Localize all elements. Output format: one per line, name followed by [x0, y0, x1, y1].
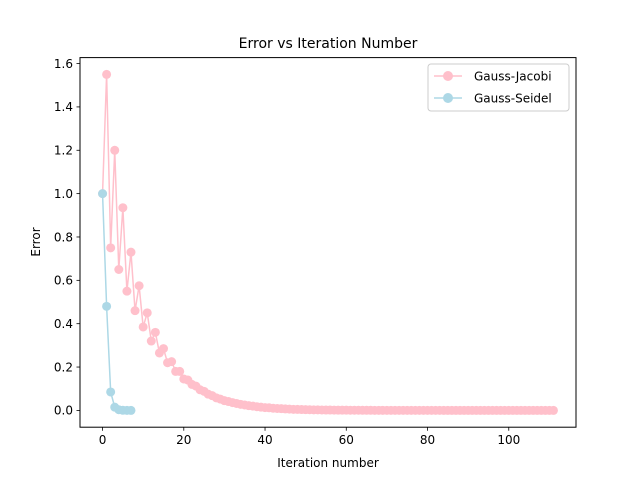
legend-box: [427, 63, 570, 112]
chart-title: Error vs Iteration Number: [239, 36, 418, 52]
x-tick-label: 0: [99, 433, 107, 447]
legend-marker-gauss-seidel: [443, 93, 453, 103]
data-point-gauss-jacobi: [102, 69, 112, 79]
data-point-gauss-jacobi: [150, 327, 160, 337]
data-point-gauss-jacobi: [122, 286, 132, 296]
data-point-gauss-seidel: [106, 387, 116, 397]
data-point-gauss-seidel: [102, 301, 112, 311]
legend-label-gauss-jacobi: Gauss-Jacobi: [474, 70, 552, 84]
y-tick-label: 0.4: [54, 317, 73, 331]
y-axis: 0.0 0.2 0.4 0.6 0.8 1.0 1.2 1.4 1.6: [54, 57, 80, 418]
plot-area: [98, 69, 558, 415]
y-axis-label: Error: [29, 227, 43, 256]
y-tick-label: 1.4: [54, 100, 73, 114]
legend-label-gauss-seidel: Gauss-Seidel: [474, 92, 552, 106]
y-tick-label: 0.8: [54, 230, 73, 244]
x-tick-label: 20: [176, 433, 191, 447]
x-axis-label: Iteration number: [277, 456, 379, 470]
axes-frame: [79, 57, 577, 428]
data-point-gauss-jacobi: [118, 203, 128, 213]
data-point-gauss-jacobi: [110, 145, 120, 155]
data-point-gauss-jacobi: [138, 322, 148, 332]
y-tick-label: 1.2: [54, 144, 73, 158]
data-point-gauss-jacobi: [548, 405, 558, 415]
y-tick-label: 0.2: [54, 360, 73, 374]
data-point-gauss-seidel: [98, 189, 108, 199]
data-point-gauss-jacobi: [142, 308, 152, 318]
y-tick-label: 1.0: [54, 187, 73, 201]
data-point-gauss-jacobi: [134, 281, 144, 291]
x-tick-label: 40: [257, 433, 272, 447]
data-point-gauss-jacobi: [158, 344, 168, 354]
y-tick-label: 0.6: [54, 274, 73, 288]
data-point-gauss-seidel: [126, 405, 136, 415]
y-tick-label: 0.0: [54, 404, 73, 418]
legend-marker-gauss-jacobi: [443, 71, 453, 81]
x-tick-label: 100: [497, 433, 520, 447]
data-point-gauss-jacobi: [146, 336, 156, 346]
data-point-gauss-jacobi: [130, 306, 140, 316]
x-tick-label: 60: [339, 433, 354, 447]
data-point-gauss-jacobi: [106, 243, 116, 253]
x-axis: 0 20 40 60 80 100: [99, 427, 520, 447]
y-tick-label: 1.6: [54, 57, 73, 71]
legend: Gauss-Jacobi Gauss-Seidel: [427, 63, 570, 112]
data-point-gauss-jacobi: [114, 264, 124, 274]
x-tick-label: 80: [420, 433, 435, 447]
data-point-gauss-jacobi: [126, 247, 136, 257]
data-point-gauss-jacobi: [167, 357, 177, 367]
data-point-gauss-jacobi: [175, 366, 185, 376]
